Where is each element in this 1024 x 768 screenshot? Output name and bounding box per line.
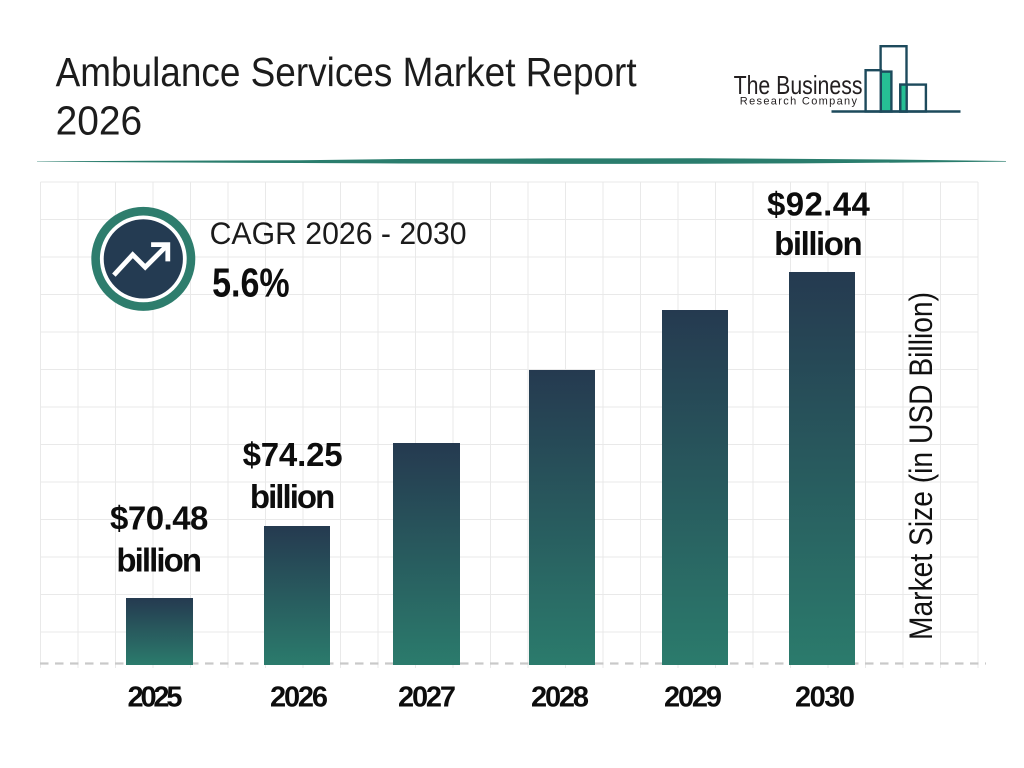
svg-text:The Business: The Business <box>734 70 863 100</box>
svg-text:billion: billion <box>250 478 335 515</box>
svg-text:$70.48: $70.48 <box>110 499 208 536</box>
svg-text:2030: 2030 <box>795 682 855 714</box>
svg-text:$74.25: $74.25 <box>243 436 343 473</box>
svg-text:5.6%: 5.6% <box>212 259 290 305</box>
svg-text:$92.44: $92.44 <box>767 185 871 222</box>
svg-text:2029: 2029 <box>664 682 722 714</box>
svg-text:CAGR 2026 - 2030: CAGR 2026 - 2030 <box>210 215 467 251</box>
svg-text:Research Company: Research Company <box>740 96 858 108</box>
svg-text:billion: billion <box>774 225 863 262</box>
svg-text:Market Size (in USD Billion): Market Size (in USD Billion) <box>903 292 939 640</box>
svg-text:2028: 2028 <box>531 682 589 714</box>
svg-text:2025: 2025 <box>128 682 183 714</box>
svg-text:2026: 2026 <box>56 97 143 143</box>
svg-text:2027: 2027 <box>398 682 456 714</box>
svg-text:2026: 2026 <box>270 682 328 714</box>
svg-text:billion: billion <box>116 542 202 579</box>
svg-text:Ambulance Services Market Repo: Ambulance Services Market Report <box>56 49 638 95</box>
